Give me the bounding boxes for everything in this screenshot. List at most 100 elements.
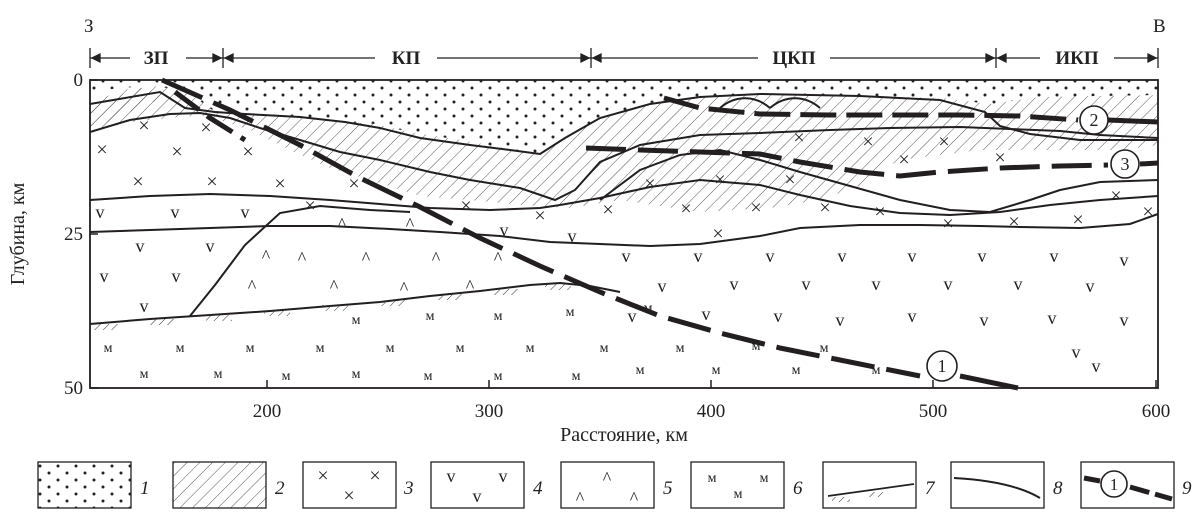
cross-mark: × bbox=[602, 199, 613, 221]
fault-1-upper-branch bbox=[173, 89, 247, 143]
x-tick-label: 300 bbox=[475, 401, 504, 422]
svg-text:v: v bbox=[980, 310, 989, 330]
svg-text:v: v bbox=[1014, 274, 1023, 294]
cross-mark: × bbox=[750, 197, 761, 219]
west-label: З bbox=[84, 16, 94, 37]
fault-1-solid bbox=[959, 373, 1019, 391]
boundary-caret-body bbox=[189, 204, 411, 317]
svg-text:3: 3 bbox=[403, 478, 414, 499]
svg-text:v: v bbox=[908, 246, 917, 266]
svg-text:м: м bbox=[760, 471, 769, 486]
svg-text:м: м bbox=[352, 367, 361, 382]
svg-text:м: м bbox=[494, 309, 503, 324]
svg-text:^: ^ bbox=[432, 248, 441, 268]
svg-text:v: v bbox=[206, 236, 215, 256]
svg-text:м: м bbox=[282, 369, 291, 384]
boundary-mid-crust bbox=[559, 178, 1159, 217]
svg-text:6: 6 bbox=[793, 478, 803, 499]
svg-text:^: ^ bbox=[406, 214, 415, 234]
svg-text:м: м bbox=[636, 363, 645, 378]
svg-text:1: 1 bbox=[938, 356, 947, 376]
cross-mark: × bbox=[862, 131, 873, 153]
boundary-upper-crust-base bbox=[89, 111, 1159, 202]
svg-text:v: v bbox=[908, 306, 917, 326]
cross-mark: × bbox=[994, 147, 1005, 169]
cross-mark: × bbox=[819, 197, 830, 219]
svg-text:^: ^ bbox=[362, 248, 371, 268]
svg-text:v: v bbox=[568, 226, 577, 246]
svg-text:v: v bbox=[1120, 310, 1129, 330]
fault-2-solid bbox=[1107, 117, 1159, 125]
fault-label-3: 3 bbox=[1110, 149, 1140, 179]
v-symbols: v v v v v v v v v v v v v v v v v v v v … bbox=[96, 202, 1129, 376]
cross-mark: × bbox=[942, 213, 953, 235]
cross-mark: × bbox=[874, 201, 885, 223]
svg-text:7: 7 bbox=[925, 478, 936, 499]
boundary-sediment-base bbox=[89, 90, 1158, 156]
svg-text:v: v bbox=[241, 202, 250, 222]
svg-text:м: м bbox=[352, 313, 361, 328]
svg-text:v: v bbox=[100, 266, 109, 286]
boundary-moho bbox=[89, 281, 621, 325]
cross-mark: × bbox=[96, 139, 107, 161]
svg-text:×: × bbox=[317, 465, 328, 487]
svg-text:м: м bbox=[572, 369, 581, 384]
y-tick-label: 0 bbox=[74, 70, 84, 91]
svg-text:м: м bbox=[386, 341, 395, 356]
fault-2 bbox=[663, 95, 1079, 123]
svg-text:м: м bbox=[140, 367, 149, 382]
legend: 1 2 × × × 3 v v v 4 ^ bbox=[37, 461, 1192, 509]
svg-text:^: ^ bbox=[400, 278, 409, 298]
caret-icon bbox=[560, 461, 655, 509]
cross-mark: × bbox=[712, 223, 723, 245]
svg-text:1: 1 bbox=[140, 478, 150, 499]
svg-text:v: v bbox=[766, 246, 775, 266]
y-axis: 0 25 50 Глубина, км bbox=[7, 70, 98, 399]
x-tick-label: 600 bbox=[1142, 401, 1171, 422]
legend-item-1: 1 bbox=[37, 461, 150, 509]
svg-text:м: м bbox=[246, 341, 255, 356]
svg-text:v: v bbox=[622, 246, 631, 266]
svg-text:v: v bbox=[171, 202, 180, 222]
svg-text:v: v bbox=[140, 296, 149, 316]
svg-text:v: v bbox=[500, 220, 509, 240]
svg-text:v: v bbox=[1086, 276, 1095, 296]
cross-mark: × bbox=[784, 169, 795, 191]
y-tick-label: 25 bbox=[64, 224, 83, 245]
svg-text:v: v bbox=[1092, 356, 1101, 376]
header: З В ЗП КП ЦКП ИКП bbox=[84, 16, 1166, 69]
svg-text:м: м bbox=[734, 487, 743, 502]
svg-text:×: × bbox=[369, 465, 380, 487]
svg-text:4: 4 bbox=[533, 478, 543, 499]
svg-text:5: 5 bbox=[663, 478, 673, 499]
fault-3-solid bbox=[1139, 160, 1159, 167]
cross-mark: × bbox=[1008, 211, 1019, 233]
svg-text:м: м bbox=[176, 341, 185, 356]
x-tick-label: 200 bbox=[253, 401, 282, 422]
svg-text:м: м bbox=[820, 341, 829, 356]
zone-ikp: ИКП bbox=[1055, 48, 1099, 69]
cross-mark: × bbox=[938, 131, 949, 153]
cross-mark: × bbox=[793, 127, 804, 149]
svg-text:^: ^ bbox=[298, 248, 307, 268]
cross-mark: × bbox=[898, 149, 909, 171]
cross-mark: × bbox=[644, 173, 655, 195]
x-axis-title: Расстояние, км bbox=[560, 424, 688, 446]
x-tick-label: 400 bbox=[697, 401, 726, 422]
svg-text:3: 3 bbox=[1121, 154, 1130, 174]
svg-text:v: v bbox=[628, 306, 637, 326]
zone-zp: ЗП bbox=[144, 48, 169, 69]
boundary-line-icon bbox=[950, 461, 1045, 509]
svg-text:v: v bbox=[447, 466, 456, 486]
legend-item-2: 2 bbox=[172, 461, 285, 509]
cross-mark: × bbox=[242, 141, 253, 163]
svg-text:v: v bbox=[872, 274, 881, 294]
svg-text:м: м bbox=[600, 341, 609, 356]
boundary-mid-crust-top bbox=[89, 192, 561, 212]
cross-mark: × bbox=[132, 171, 143, 193]
cross-mark: × bbox=[171, 141, 182, 163]
fault-label-2: 2 bbox=[1079, 105, 1109, 135]
svg-text:м: м bbox=[872, 363, 881, 378]
cross-mark: × bbox=[206, 171, 217, 193]
